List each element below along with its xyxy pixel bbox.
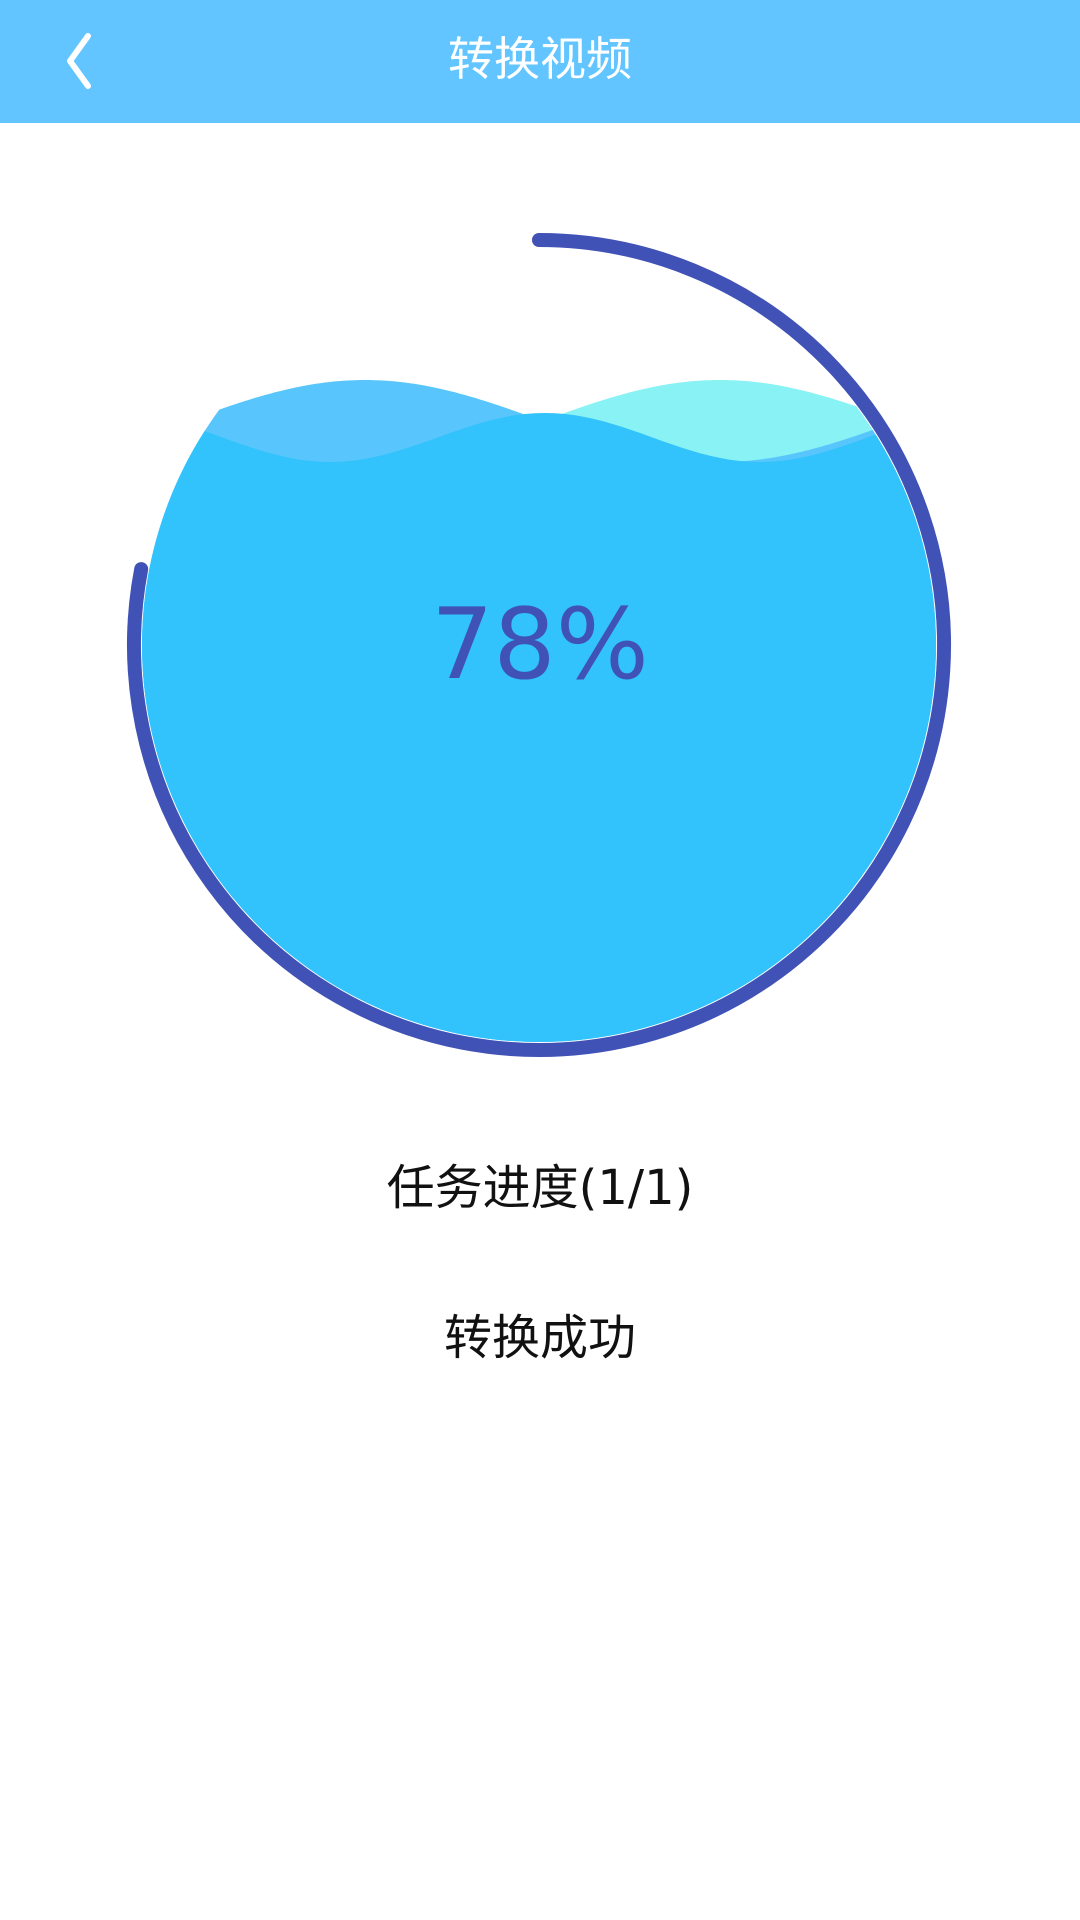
back-button[interactable]	[58, 28, 118, 94]
page-title: 转换视频	[448, 32, 632, 86]
progress-percent: 78%	[431, 588, 649, 702]
progress-ring	[127, 233, 952, 1057]
wave-front	[142, 413, 936, 1042]
conversion-status: 转换成功	[443, 1310, 636, 1366]
app-header: 转换视频	[0, 0, 1080, 123]
progress-gauge	[127, 233, 952, 1057]
chevron-left-icon	[67, 33, 91, 89]
task-progress-label: 任务进度(1/1)	[386, 1160, 694, 1216]
